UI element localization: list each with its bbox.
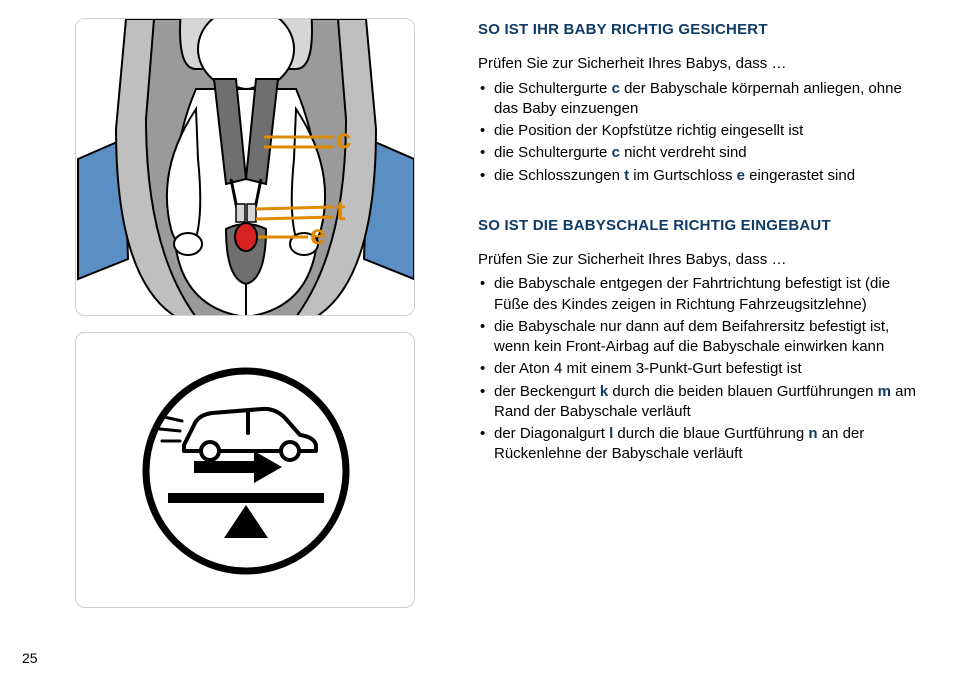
section2-list: die Babyschale entgegen der Fahrtrichtun…: [478, 274, 918, 464]
figure-install-icon: [75, 332, 415, 608]
figure-baby-secured: c t e: [75, 18, 415, 316]
section1-title: SO IST IHR BABY RICHTIG GESICHERT: [478, 20, 918, 40]
page-number: 25: [22, 650, 38, 666]
list-item: der Beckengurt k durch die beiden blauen…: [478, 382, 918, 423]
callout-t: t: [336, 195, 344, 227]
section2-intro: Prüfen Sie zur Sicherheit Ihres Babys, d…: [478, 250, 918, 270]
list-item: der Aton 4 mit einem 3-Punkt-Gurt befest…: [478, 359, 918, 379]
list-item: die Babyschale nur dann auf dem Beifahre…: [478, 317, 918, 358]
list-item: der Diagonalgurt l durch die blaue Gurtf…: [478, 424, 918, 465]
section1-intro: Prüfen Sie zur Sicherheit Ihres Babys, d…: [478, 54, 918, 74]
callout-c: c: [336, 123, 351, 155]
direction-pictogram: [76, 333, 416, 609]
list-item: die Babyschale entgegen der Fahrtrichtun…: [478, 274, 918, 315]
section2-title: SO IST DIE BABYSCHALE RICHTIG EINGEBAUT: [478, 216, 918, 236]
list-item: die Schultergurte c der Babyschale körpe…: [478, 79, 918, 120]
callout-e: e: [310, 219, 325, 251]
list-item: die Schlosszungen t im Gurtschloss e ein…: [478, 166, 918, 186]
section1-list: die Schultergurte c der Babyschale körpe…: [478, 79, 918, 186]
list-item: die Schultergurte c nicht verdreht sind: [478, 143, 918, 163]
list-item: die Position der Kopfstütze richtig eing…: [478, 121, 918, 141]
text-column: SO IST IHR BABY RICHTIG GESICHERT Prüfen…: [478, 20, 918, 491]
baby-seat-illustration: [76, 19, 415, 316]
